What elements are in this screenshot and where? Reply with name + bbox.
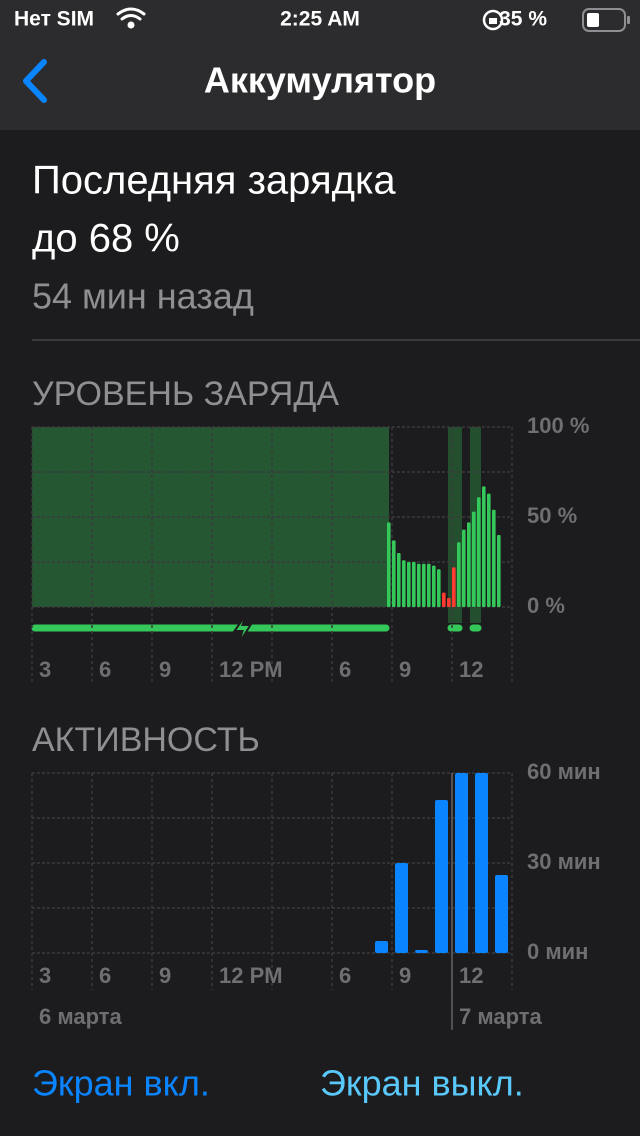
bar xyxy=(395,863,408,953)
bar xyxy=(437,569,441,607)
nav-background xyxy=(0,0,640,130)
bar xyxy=(387,522,391,607)
battery-percent: 35 % xyxy=(499,8,547,31)
y-tick-label: 0 % xyxy=(527,593,565,618)
bar xyxy=(407,562,411,607)
bar xyxy=(427,563,431,607)
y-tick-label: 0 мин xyxy=(527,939,588,964)
x-tick-label: 12 xyxy=(459,963,483,988)
bar xyxy=(375,941,388,953)
y-tick-label: 30 мин xyxy=(527,849,601,874)
x-tick-label: 9 xyxy=(159,963,171,988)
bar xyxy=(467,522,471,607)
rotation-lock-icon xyxy=(482,9,504,31)
back-button[interactable] xyxy=(23,59,47,103)
x-tick-label: 9 xyxy=(159,657,171,682)
y-tick-label: 50 % xyxy=(527,503,577,528)
bar xyxy=(455,773,468,953)
bar xyxy=(472,511,476,607)
bar xyxy=(402,560,406,607)
x-tick-label: 6 xyxy=(339,963,351,988)
section-title: АКТИВНОСТЬ xyxy=(32,721,260,759)
charging-bolt xyxy=(232,613,253,645)
nav-title: Аккумулятор xyxy=(204,60,436,101)
x-tick-label: 9 xyxy=(399,963,411,988)
x-tick-label: 12 PM xyxy=(219,963,283,988)
bar xyxy=(495,875,508,953)
bar xyxy=(435,800,448,953)
x-tick-label: 6 xyxy=(99,963,111,988)
bar xyxy=(415,950,428,953)
bar xyxy=(417,563,421,607)
bar xyxy=(447,598,451,607)
x-tick-label: 6 xyxy=(339,657,351,682)
bar xyxy=(487,493,491,607)
bar xyxy=(492,509,496,607)
bar xyxy=(412,562,416,607)
x-tick-label: 12 xyxy=(459,657,483,682)
bar xyxy=(442,592,446,607)
screen-off-label[interactable]: Экран выкл. xyxy=(320,1063,524,1104)
bar xyxy=(392,540,396,607)
last-charge-title: Последняя зарядка xyxy=(32,159,396,203)
last-charge-ago: 54 мин назад xyxy=(32,276,254,317)
bar xyxy=(497,535,501,607)
bar xyxy=(432,565,436,607)
y-tick-label: 60 мин xyxy=(527,759,601,784)
bar xyxy=(462,529,466,607)
x-tick-label: 12 PM xyxy=(219,657,283,682)
wifi-icon xyxy=(116,7,146,29)
date-label: 6 марта xyxy=(39,1004,122,1029)
carrier: Нет SIM xyxy=(14,8,94,31)
bar xyxy=(422,563,426,607)
bar xyxy=(482,486,486,607)
bar xyxy=(452,567,456,607)
x-tick-label: 3 xyxy=(39,963,51,988)
bar xyxy=(475,773,488,953)
bar xyxy=(477,497,481,607)
battery-icon xyxy=(582,8,630,32)
date-label: 7 марта xyxy=(459,1004,542,1029)
clock: 2:25 AM xyxy=(280,8,360,31)
x-tick-label: 9 xyxy=(399,657,411,682)
x-tick-label: 3 xyxy=(39,657,51,682)
y-tick-label: 100 % xyxy=(527,413,589,438)
bar xyxy=(397,553,401,607)
screen-on-label[interactable]: Экран вкл. xyxy=(32,1063,210,1104)
bar xyxy=(457,542,461,607)
charging-period xyxy=(32,427,389,607)
section-title: УРОВЕНЬ ЗАРЯДА xyxy=(32,375,339,413)
x-tick-label: 6 xyxy=(99,657,111,682)
last-charge-level: до 68 % xyxy=(32,217,180,261)
